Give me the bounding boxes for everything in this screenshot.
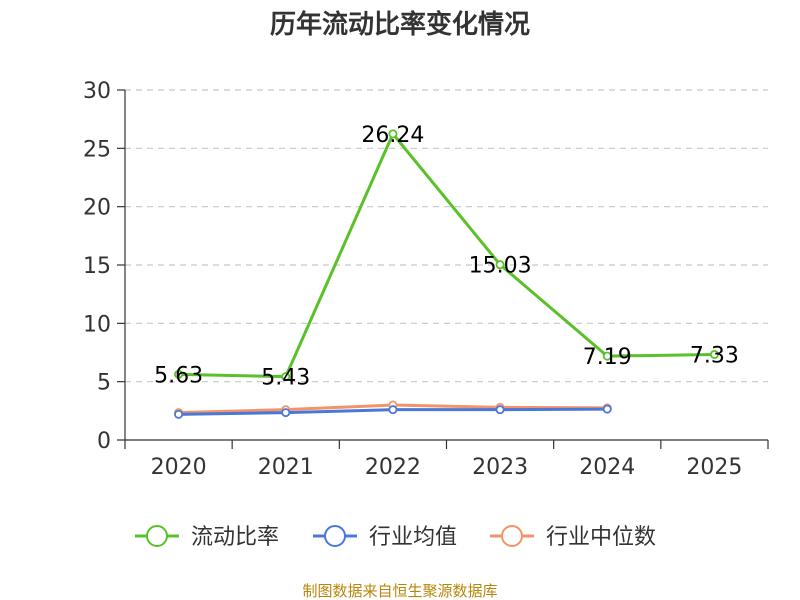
data-point	[388, 129, 398, 139]
series-line	[178, 132, 715, 379]
data-point	[174, 409, 184, 419]
y-tick-label: 25	[83, 137, 111, 162]
x-tick-label: 2023	[472, 455, 528, 480]
data-label: 5.63	[154, 363, 203, 388]
data-point	[602, 351, 612, 361]
y-tick-label: 30	[83, 79, 111, 104]
data-point	[388, 405, 398, 415]
y-tick-label: 5	[97, 371, 111, 396]
data-point	[602, 404, 612, 414]
y-tick-label: 15	[83, 254, 111, 279]
x-tick-label: 2024	[579, 455, 635, 480]
legend-swatch-marker	[324, 525, 346, 547]
legend-item-label: 行业均值	[369, 525, 457, 550]
y-tick-label: 10	[83, 312, 111, 337]
data-point	[709, 349, 719, 359]
legend-item-label: 流动比率	[191, 525, 279, 550]
y-tick-label: 0	[97, 429, 111, 454]
legend-item-label: 行业中位数	[546, 525, 656, 550]
legend-swatch-marker	[146, 525, 168, 547]
x-tick-label: 2020	[151, 455, 207, 480]
data-point	[281, 408, 291, 418]
legend[interactable]: 流动比率 行业均值 行业中位数	[135, 525, 656, 550]
data-label: 7.33	[690, 343, 739, 368]
data-label: 7.19	[583, 345, 632, 370]
data-point	[281, 372, 291, 382]
series-group	[174, 129, 719, 419]
data-point	[495, 260, 505, 270]
y-tick-label: 20	[83, 196, 111, 221]
x-tick-label: 2021	[258, 455, 314, 480]
data-labels: 5.63 5.43 26.24 15.03 7.19 7.33	[154, 123, 739, 391]
x-tick-label: 2022	[365, 455, 421, 480]
data-point	[174, 369, 184, 379]
data-label: 15.03	[469, 254, 532, 279]
data-label: 5.43	[261, 366, 310, 391]
grid	[125, 89, 768, 383]
source-note: 制图数据来自恒生聚源数据库	[302, 582, 497, 600]
legend-swatch-marker	[501, 525, 523, 547]
x-tick-label: 2025	[686, 455, 742, 480]
chart-title: 历年流动比率变化情况	[270, 9, 530, 40]
data-point	[495, 405, 505, 415]
data-label: 26.24	[361, 123, 424, 148]
